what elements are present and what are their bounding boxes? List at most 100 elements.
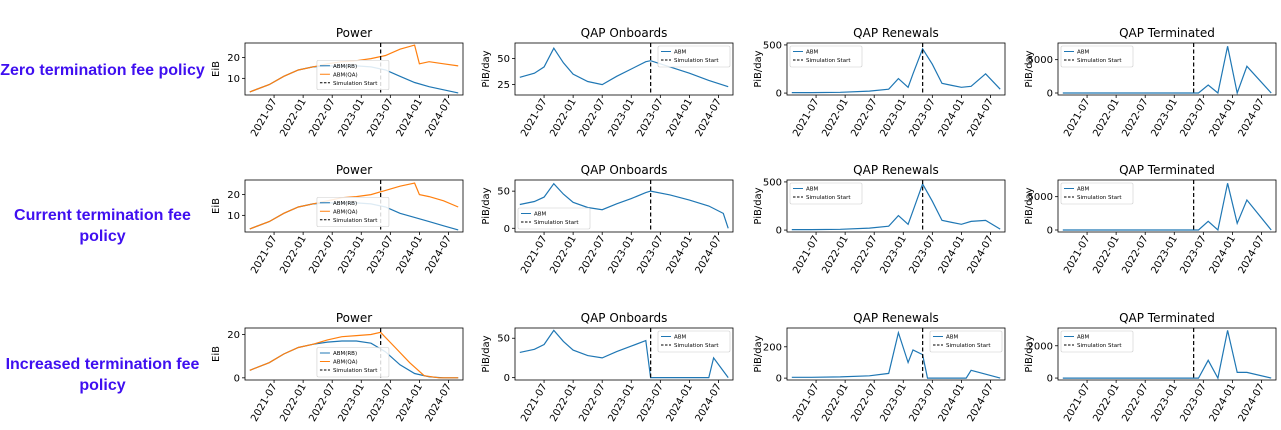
axes-frame: [514, 42, 734, 96]
legend-box: [517, 207, 591, 230]
x-tick-label: 2023-01: [878, 382, 908, 424]
legend-label: ABM: [946, 335, 959, 341]
y-axis-label: PiB/day: [481, 50, 492, 87]
x-tick-label: 2024-07: [424, 97, 454, 139]
y-tick-label: 0: [1047, 226, 1053, 237]
y-tick-label: 0: [776, 374, 782, 385]
subplot-r0-c0: Power EiB 10 20 2021-072022-012022-072023-01…: [211, 26, 464, 139]
series-line: [1062, 46, 1272, 96]
legend: ABM Simulation Start: [789, 45, 863, 68]
x-tick-label: 2021-07: [249, 97, 279, 139]
subplot-title: QAP Terminated: [1119, 311, 1215, 325]
x-tick-label: 2024-01: [937, 382, 967, 424]
series-line: [791, 182, 1001, 231]
x-tick-label: 2022-07: [577, 382, 607, 424]
legend-box: [1060, 330, 1134, 353]
axes-frame: [244, 327, 464, 381]
y-axis-label: EiB: [211, 346, 222, 362]
axes-frame: [1057, 327, 1277, 381]
y-tick-label: 2000: [1028, 341, 1053, 352]
x-tick-label: 2022-07: [307, 382, 337, 424]
axes-frame: [786, 179, 1006, 233]
legend: ABM Simulation Start: [657, 45, 731, 68]
x-tick-label: 2021-07: [1062, 234, 1092, 276]
subplot-r0-c2: QAP RenewalsPiB/day05002021-072022-01202…: [753, 26, 1006, 139]
subplot-r2-c3: QAP Terminated PiB/day 0 2000 2021-072022-01…: [1024, 311, 1277, 424]
legend: ABM Simulation Start: [789, 182, 863, 205]
x-tick-label: 2023-07: [1179, 97, 1209, 139]
x-tick-label: 2024-01: [665, 234, 695, 276]
x-tick-label: 2022-07: [1120, 97, 1150, 139]
y-tick-label: 25: [497, 80, 510, 91]
axes-frame: [1057, 42, 1277, 96]
legend-box: [657, 45, 731, 68]
x-tick-label: 2024-01: [395, 382, 425, 424]
y-axis-label: PiB/day: [753, 50, 764, 87]
y-tick-label: 20: [227, 190, 240, 201]
x-tick-label: 2023-07: [366, 97, 396, 139]
legend: ABM Simulation Start: [929, 330, 1003, 353]
subplot-title: Power: [336, 163, 372, 177]
x-tick-label: 2024-01: [665, 382, 695, 424]
series-line: [791, 330, 1001, 379]
legend-label: Simulation Start: [806, 195, 851, 201]
y-tick-label: 20: [227, 330, 240, 341]
y-axis-label: PiB/day: [481, 335, 492, 372]
x-tick-label: 2022-01: [548, 97, 578, 139]
y-tick-label: 500: [763, 177, 782, 188]
legend-label: ABM: [534, 212, 547, 218]
x-tick-label: 2023-07: [366, 382, 396, 424]
x-tick-label: 2024-01: [1208, 97, 1238, 139]
x-tick-label: 2022-01: [820, 382, 850, 424]
legend-box: [929, 330, 1003, 353]
x-tick-label: 2023-07: [366, 234, 396, 276]
legend: ABM Simulation Start: [1060, 182, 1134, 205]
series-line: [519, 182, 729, 229]
series-line: [1062, 183, 1272, 232]
y-tick-label: 10: [227, 74, 240, 85]
legend-label: Simulation Start: [806, 58, 851, 64]
legend-label: Simulation Start: [946, 343, 991, 349]
legend-label: Simulation Start: [674, 58, 719, 64]
legend-label: Simulation Start: [1077, 343, 1122, 349]
subplot-title: Power: [336, 311, 372, 325]
legend-label: Simulation Start: [534, 220, 579, 226]
legend-label: Simulation Start: [674, 343, 719, 349]
legend-box: [657, 330, 731, 353]
legend: ABM Simulation Start: [1060, 330, 1134, 353]
x-tick-label: 2022-07: [1120, 234, 1150, 276]
x-tick-label: 2023-01: [1149, 97, 1179, 139]
legend-label: ABM: [674, 50, 687, 56]
legend-label: ABM(RB): [333, 201, 357, 207]
y-axis-label: PiB/day: [481, 187, 492, 224]
x-tick-label: 2023-07: [908, 382, 938, 424]
legend-box: [1060, 182, 1134, 205]
x-tick-label: 2024-07: [1237, 234, 1267, 276]
x-tick-label: 2023-01: [606, 382, 636, 424]
x-tick-label: 2022-01: [548, 234, 578, 276]
legend-label: ABM: [674, 335, 687, 341]
y-axis-label: EiB: [211, 198, 222, 214]
x-tick-label: 2023-01: [1149, 382, 1179, 424]
series-line: [1062, 330, 1272, 380]
x-tick-label: 2022-07: [307, 97, 337, 139]
legend-box: [316, 196, 390, 228]
x-tick-label: 2024-01: [1208, 382, 1238, 424]
x-tick-label: 2024-01: [937, 97, 967, 139]
x-tick-label: 2024-07: [1237, 382, 1267, 424]
x-tick-label: 2024-07: [424, 382, 454, 424]
y-tick-label: 5000: [1028, 55, 1053, 66]
legend: ABM(RB) ABM(QA) Simulation Start: [316, 59, 390, 91]
row-label-current: Current termination fee policy: [14, 207, 191, 245]
legend-label: ABM: [806, 187, 819, 193]
series-line: [791, 47, 1001, 94]
legend-box: [316, 59, 390, 91]
x-tick-label: 2024-07: [966, 234, 996, 276]
subplot-r2-c2: QAP RenewalsPiB/day02002021-072022-01202…: [753, 311, 1006, 424]
x-tick-label: 2024-01: [937, 234, 967, 276]
x-tick-label: 2023-07: [636, 382, 666, 424]
subplot-title: QAP Renewals: [853, 163, 939, 177]
row-label-increased: Increased termination fee policy: [5, 356, 200, 394]
x-tick-label: 2022-01: [820, 97, 850, 139]
